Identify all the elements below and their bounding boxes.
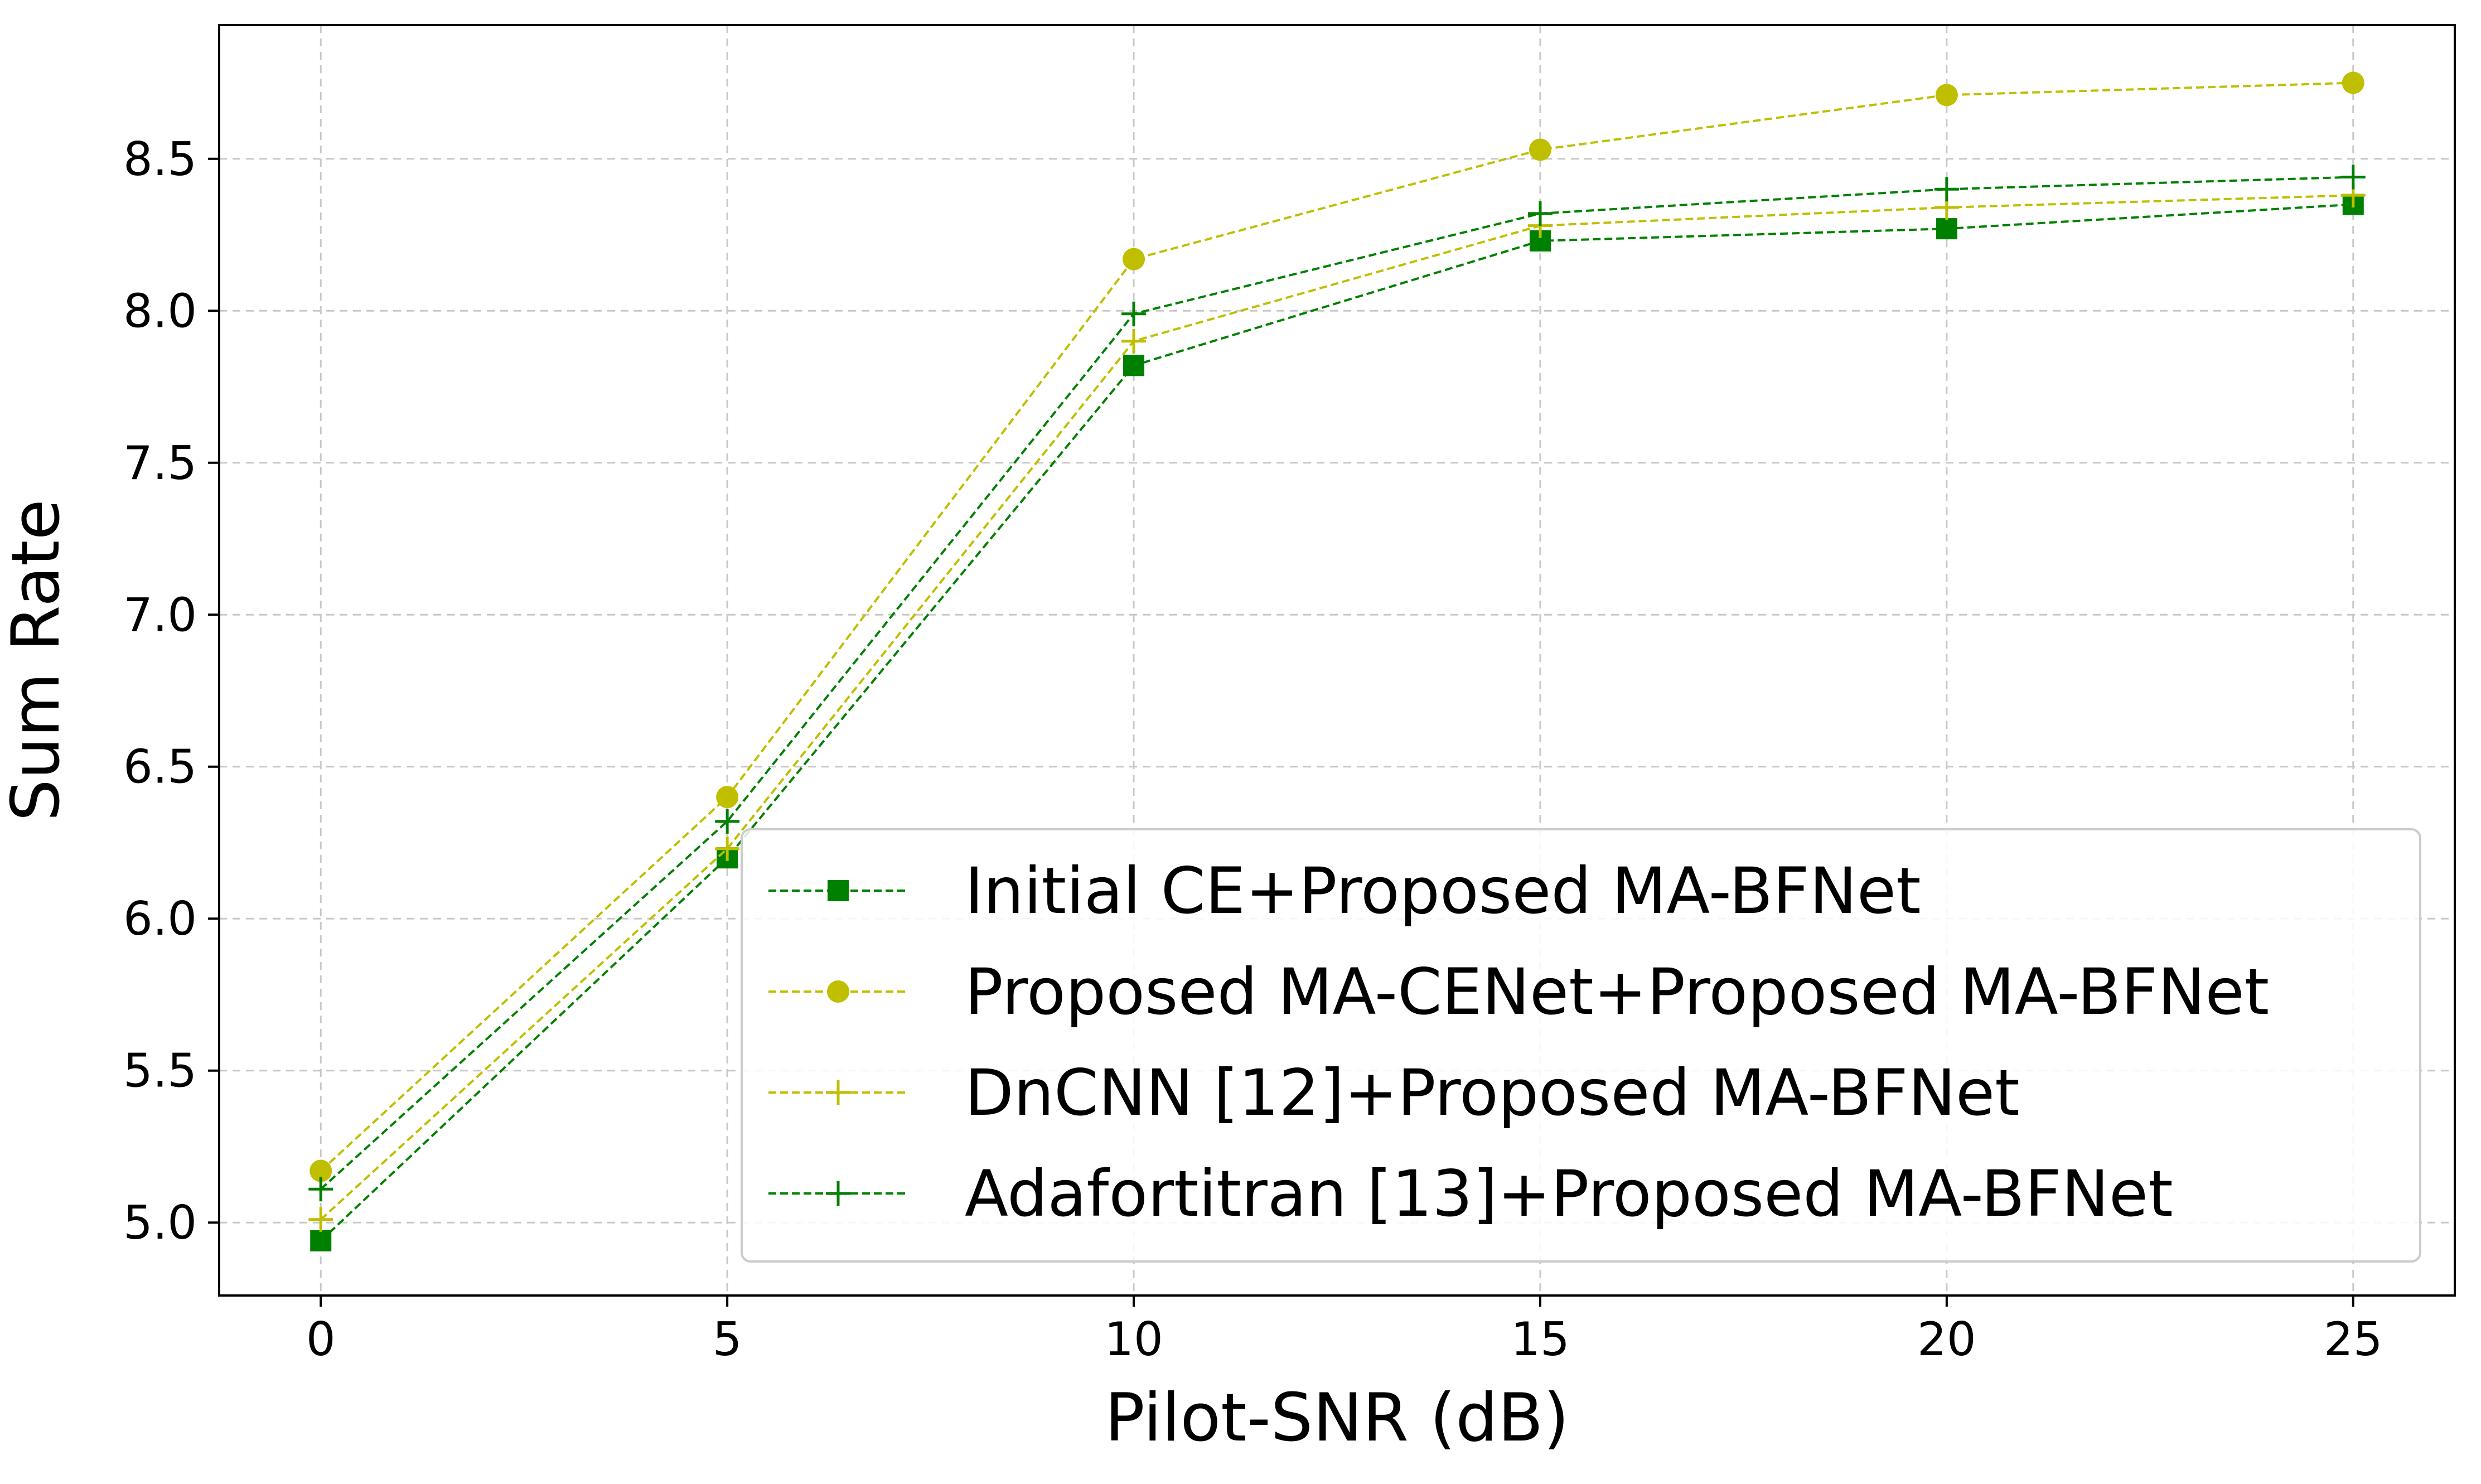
y-tick-label: 6.5 [123, 740, 197, 794]
series-line [320, 176, 2353, 1190]
series-group [308, 71, 2366, 1251]
series-2 [309, 71, 2364, 1182]
legend-label: Proposed MA-CENet+Proposed MA-BFNet [965, 955, 2269, 1029]
legend-item: Adafortitran [13]+Proposed MA-BFNet [768, 1157, 2173, 1231]
y-tick-label: 7.0 [123, 588, 197, 642]
axis-ticks: 0 5 10 15 20 25 5.0 5.5 6.0 6.5 7.0 7.5 8.0 8.5 [123, 132, 2383, 1366]
x-axis-label: Pilot-SNR (dB) [1105, 1380, 1569, 1457]
y-axis-label: Sum Rate [0, 499, 75, 821]
data-point [716, 786, 739, 809]
y-tick-label: 5.0 [123, 1196, 197, 1250]
data-point [1123, 355, 1145, 376]
series-line [320, 81, 2353, 1172]
legend-label: DnCNN [12]+Proposed MA-BFNet [965, 1056, 2020, 1130]
series-1 [310, 194, 2364, 1251]
plot-frame [218, 24, 2456, 1297]
data-point [715, 809, 740, 834]
legend-item: Proposed MA-CENet+Proposed MA-BFNet [768, 955, 2269, 1029]
legend-label: Initial CE+Proposed MA-BFNet [965, 854, 1921, 928]
legend-marker [827, 980, 849, 1003]
data-point [1935, 84, 1958, 107]
legend-label: Adafortitran [13]+Proposed MA-BFNet [965, 1157, 2173, 1231]
data-point [2342, 71, 2364, 94]
legend-marker [826, 1181, 850, 1206]
data-point [2340, 165, 2366, 190]
data-point [308, 1207, 333, 1232]
data-point [1121, 328, 1147, 354]
series-line [320, 194, 2353, 1221]
legend-box [741, 828, 2421, 1263]
data-point [309, 1159, 332, 1182]
x-tick-label: 20 [1917, 1312, 1976, 1366]
x-tick-label: 15 [1511, 1312, 1570, 1366]
data-point [1121, 301, 1147, 326]
series-4 [308, 165, 2366, 1202]
data-point [1527, 201, 1553, 226]
legend-item: DnCNN [12]+Proposed MA-BFNet [768, 1056, 2020, 1130]
y-tick-label: 6.0 [123, 892, 197, 946]
data-point [308, 1177, 333, 1202]
data-point [715, 836, 740, 861]
series-line [320, 203, 2353, 1242]
data-point [1936, 218, 1957, 240]
legend-item: Initial CE+Proposed MA-BFNet [768, 854, 1921, 928]
legend: Initial CE+Proposed MA-BFNet Proposed MA-… [741, 828, 2421, 1263]
legend-marker [826, 1080, 850, 1105]
data-point [1934, 177, 1959, 202]
x-tick-label: 0 [306, 1312, 336, 1366]
y-tick-label: 7.5 [123, 436, 197, 490]
y-tick-label: 5.5 [123, 1044, 197, 1098]
data-point [1529, 138, 1551, 161]
y-tick-label: 8.0 [123, 284, 197, 338]
x-tick-label: 5 [713, 1312, 742, 1366]
data-point [310, 1230, 332, 1251]
x-tick-label: 10 [1104, 1312, 1163, 1366]
x-tick-label: 25 [2324, 1312, 2383, 1366]
data-point [1123, 248, 1145, 270]
y-tick-label: 8.5 [123, 132, 197, 186]
legend-marker [828, 880, 849, 901]
